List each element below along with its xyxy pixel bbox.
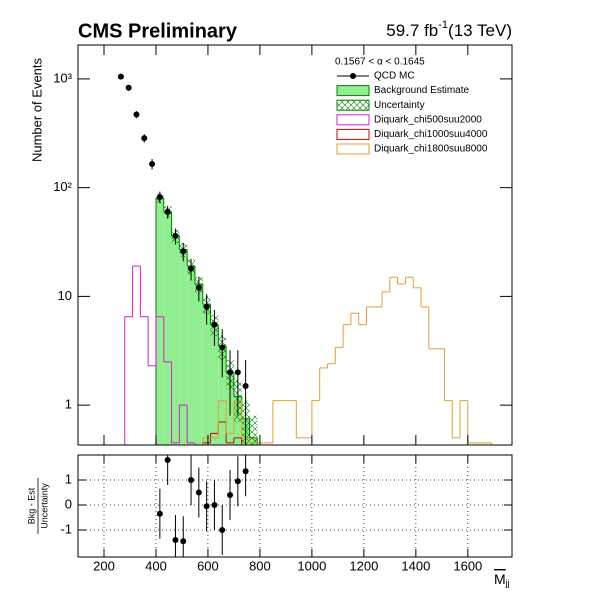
- main-plot: [117, 73, 492, 445]
- x-tick-label: 1400: [401, 558, 430, 573]
- data-point: [156, 194, 163, 201]
- x-tick-label: 400: [145, 558, 167, 573]
- x-axis-label: Mjj: [494, 571, 510, 589]
- hist-bar: [210, 324, 219, 445]
- x-label-sub: jj: [505, 578, 510, 588]
- y-tick-label: -1: [60, 521, 72, 536]
- data-point: [219, 344, 226, 351]
- uncertainty-band: [249, 415, 258, 445]
- y-tick-label: 10²: [53, 179, 72, 194]
- legend: 0.1567 < α < 0.1645 QCD MC Background Est…: [335, 57, 488, 155]
- legend-symbol: [336, 99, 370, 111]
- chart-title: CMS Preliminary: [78, 20, 238, 42]
- data-point: [219, 527, 226, 533]
- legend-label: Diquark_chi500suu2000: [374, 114, 482, 125]
- legend-symbol: [350, 73, 356, 79]
- hist-bar: [171, 235, 180, 445]
- x-tick-label: 1600: [453, 558, 482, 573]
- legend-symbol: [336, 128, 370, 140]
- data-point: [203, 303, 210, 310]
- data-point: [195, 489, 202, 496]
- data-point: [242, 468, 249, 475]
- data-point: [180, 248, 187, 255]
- data-point: [172, 537, 179, 543]
- x-tick-label: 200: [93, 558, 115, 573]
- hist-bar: [163, 211, 172, 445]
- data-point: [188, 265, 195, 272]
- legend-symbol: [336, 85, 370, 97]
- ratio-frame: [77, 454, 513, 558]
- x-tick-label: 1000: [297, 558, 326, 573]
- ratio-plot: [78, 455, 512, 557]
- legend-label: Diquark_chi1000suu4000: [374, 129, 488, 140]
- x-tick-label: 1200: [349, 558, 378, 573]
- data-point: [242, 382, 249, 389]
- data-point: [211, 502, 218, 508]
- hist-bar: [194, 284, 203, 445]
- data-point: [234, 369, 241, 376]
- y-axis-label: Number of Events: [29, 57, 44, 162]
- y-tick-label: 10³: [53, 70, 72, 85]
- y-tick-label: 1: [65, 397, 72, 412]
- legend-label: Background Estimate: [374, 85, 469, 96]
- lumi-exponent: -1: [438, 19, 448, 31]
- legend-symbol: [336, 114, 370, 126]
- x-tick-label: 800: [249, 558, 271, 573]
- data-point: [188, 477, 195, 483]
- data-point: [180, 538, 187, 545]
- data-point: [172, 232, 179, 239]
- lumi: 59.7 fb: [386, 21, 438, 40]
- legend-title: 0.1567 < α < 0.1645: [335, 57, 425, 68]
- data-point: [203, 503, 210, 510]
- data-point: [227, 369, 234, 376]
- legend-label: Diquark_chi1800suu8000: [374, 144, 488, 155]
- x-label-main: M: [494, 571, 506, 587]
- y-tick-label: 1: [65, 471, 72, 486]
- energy: (13 TeV): [448, 21, 512, 40]
- y-tick-label: 0: [65, 496, 72, 511]
- data-point: [141, 135, 148, 142]
- legend-symbol: [336, 143, 370, 155]
- data-point: [195, 284, 202, 291]
- legend-label: QCD MC: [374, 71, 415, 82]
- hist-bar: [218, 345, 227, 445]
- legend-label: Uncertainty: [374, 100, 425, 111]
- x-tick-label: 600: [197, 558, 219, 573]
- hist-bar: [187, 266, 195, 445]
- data-point: [164, 208, 171, 215]
- y-tick-label: 10: [58, 288, 72, 303]
- ratio-y-label-denominator: Uncertainty: [39, 483, 49, 529]
- hist-bar: [179, 249, 188, 445]
- ratio-y-label-numerator: Bkg - Est: [26, 487, 36, 524]
- main-frame: [77, 44, 513, 446]
- data-point: [227, 492, 234, 498]
- data-point: [125, 84, 132, 91]
- lumi-label: 59.7 fb-1(13 TeV): [386, 19, 512, 41]
- data-point: [133, 111, 140, 118]
- data-point: [117, 73, 124, 80]
- hist-bar: [202, 304, 211, 445]
- data-point: [234, 478, 241, 485]
- data-point: [149, 160, 156, 167]
- data-point: [211, 321, 218, 328]
- hist-bar: [155, 198, 164, 445]
- data-point: [156, 510, 163, 517]
- data-point: [164, 457, 171, 463]
